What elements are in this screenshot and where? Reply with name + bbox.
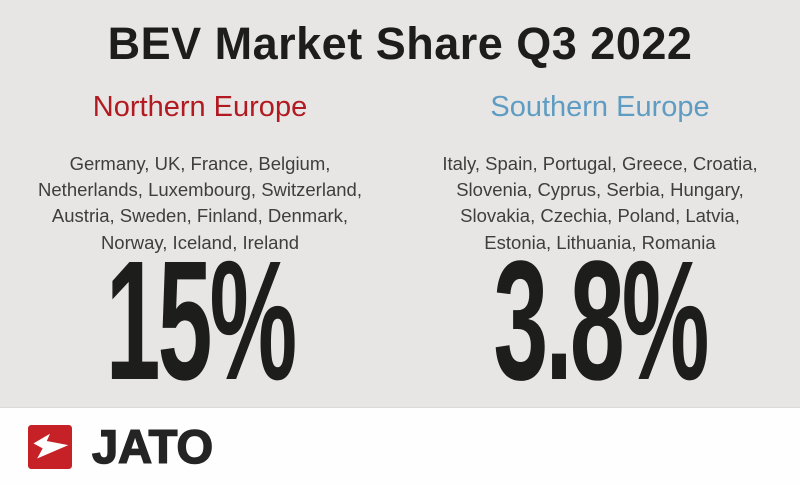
jato-logo-text: JATO bbox=[91, 419, 214, 474]
region-value-northern-europe: 15% bbox=[105, 225, 298, 416]
region-columns: Northern Europe Germany, UK, France, Bel… bbox=[0, 91, 800, 416]
footer: JATO bbox=[0, 407, 800, 485]
region-column-southern-europe: Southern Europe Italy, Spain, Portugal, … bbox=[400, 91, 800, 416]
region-title-northern-europe: Northern Europe bbox=[92, 91, 308, 123]
jato-logo: JATO bbox=[28, 419, 214, 474]
region-countries-northern-europe: Germany, UK, France, Belgium, Netherland… bbox=[38, 152, 362, 253]
region-countries-southern-europe: Italy, Spain, Portugal, Greece, Croatia,… bbox=[442, 152, 758, 253]
jato-arrow-icon bbox=[33, 433, 69, 458]
region-column-northern-europe: Northern Europe Germany, UK, France, Bel… bbox=[0, 91, 400, 416]
region-title-southern-europe: Southern Europe bbox=[490, 91, 710, 123]
region-value-southern-europe: 3.8% bbox=[493, 225, 709, 416]
jato-logo-icon bbox=[28, 424, 72, 469]
page-title: BEV Market Share Q3 2022 bbox=[107, 18, 693, 69]
chart-area: BEV Market Share Q3 2022 Northern Europe… bbox=[0, 0, 800, 407]
